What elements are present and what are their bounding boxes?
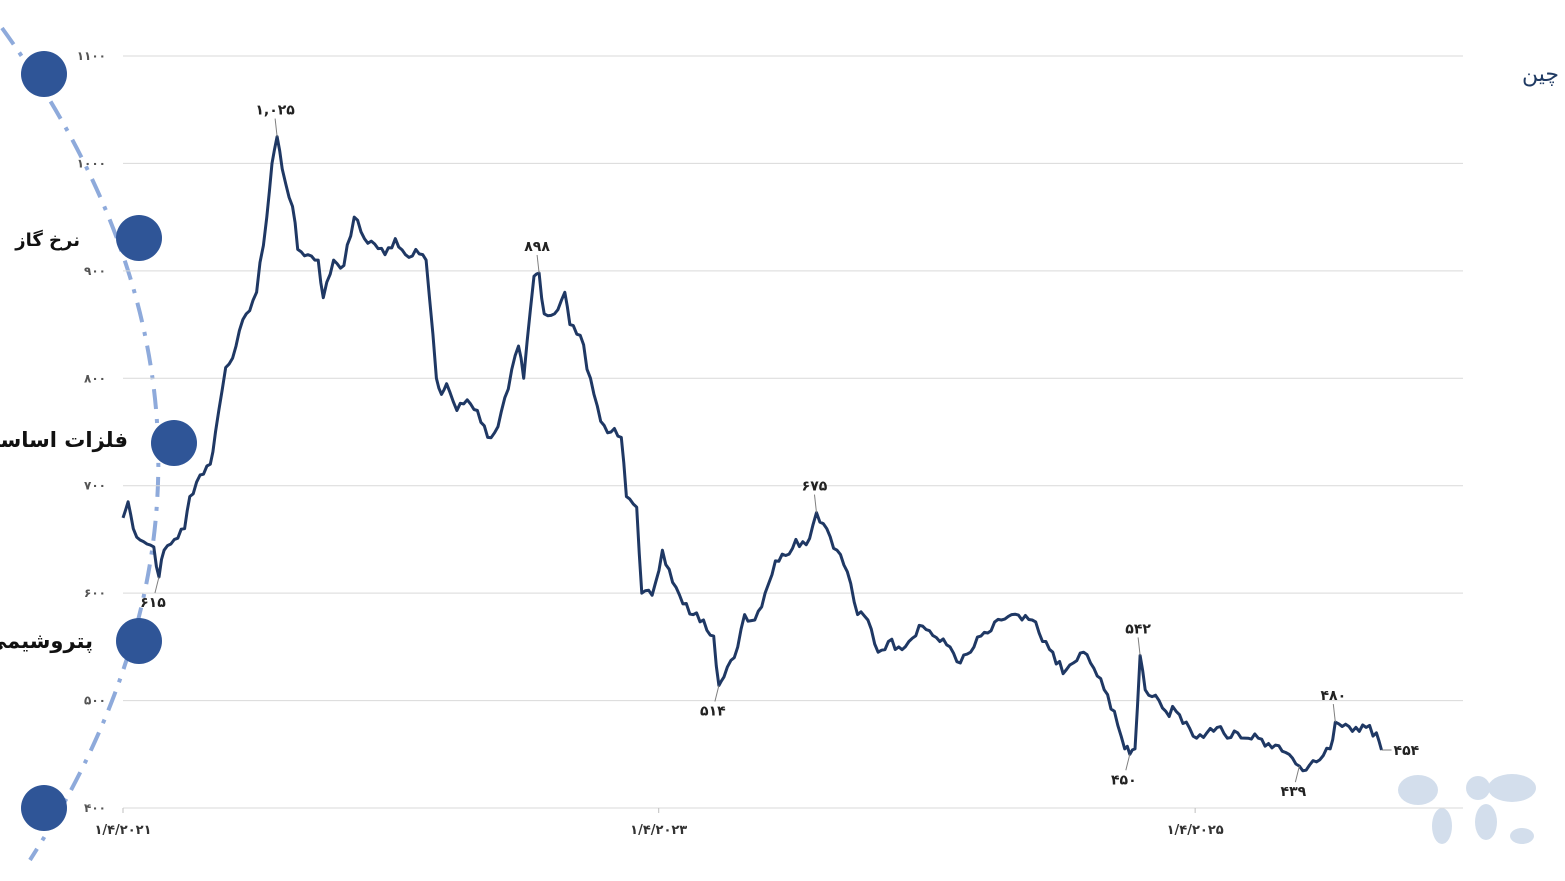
data-label-leader — [1137, 637, 1141, 656]
nav-item-metals[interactable]: فلزات اساسی — [0, 420, 197, 466]
y-tick-label: ۵۰۰ — [84, 694, 106, 708]
x-tick-label: ۱/۴/۲۰۲۳ — [630, 823, 687, 838]
nav-label-petrochem[interactable]: پتروشیمی — [0, 629, 93, 653]
data-label-leader — [536, 254, 540, 274]
nav-dot-petrochem[interactable] — [116, 618, 162, 664]
data-label: ۶۱۵ — [140, 595, 166, 611]
y-tick-label: ۱۰۰۰ — [77, 156, 106, 170]
y-tick-label: ۷۰۰ — [84, 479, 106, 493]
x-tick-label: ۱/۴/۲۰۲۱ — [94, 823, 151, 838]
series-layer — [121, 135, 1383, 773]
grid-layer — [123, 55, 1463, 809]
data-label-leader — [1332, 704, 1336, 723]
chart-title: ورق گرم فولاد – FOB چین — [1522, 61, 1565, 87]
data-label-leader — [813, 494, 817, 513]
nav-label-gas[interactable]: نرخ گاز — [14, 229, 80, 251]
data-label: ۸۹۸ — [524, 239, 550, 255]
x-axis: ۱/۴/۲۰۲۱ ۱/۴/۲۰۲۳ ۱/۴/۲۰۲۵ — [94, 808, 1224, 838]
annotations-layer: ۱,۰۲۵ ۸۹۸ ۶۱۵ ۵۱۴ ۶۷۵ ۵۴۲ ۴۵۰ ۴۳۹ ۴۸۰ ۴۵۴ — [140, 103, 1419, 801]
data-label-leader — [714, 685, 720, 702]
nav-label-metals[interactable]: فلزات اساسی — [0, 428, 128, 452]
nav-arc-group: نرخ گاز فلزات اساسی پتروشیمی — [0, 26, 197, 862]
x-tick-label: ۱/۴/۲۰۲۵ — [1167, 823, 1224, 838]
nav-dot-gas[interactable] — [116, 215, 162, 261]
nav-item-gas[interactable]: نرخ گاز — [14, 215, 162, 261]
y-tick-label: ۴۰۰ — [84, 801, 106, 815]
data-label: ۵۱۴ — [700, 704, 726, 720]
data-label-leader — [154, 576, 160, 594]
data-label-leader — [274, 118, 278, 137]
y-axis: ۴۰۰ ۵۰۰ ۶۰۰ ۷۰۰ ۸۰۰ ۹۰۰ ۱۰۰۰ ۱۱۰۰ — [77, 49, 106, 815]
data-label: ۵۴۲ — [1125, 621, 1151, 637]
data-label: ۴۵۴ — [1394, 743, 1420, 759]
nav-dot-metals[interactable] — [151, 420, 197, 466]
world-map-icon — [1398, 774, 1536, 844]
y-tick-label: ۹۰۰ — [84, 264, 106, 278]
series-line — [121, 135, 1383, 773]
data-label: ۶۷۵ — [802, 479, 828, 495]
data-label: ۴۸۰ — [1320, 688, 1346, 704]
data-label: ۴۳۹ — [1281, 784, 1307, 800]
data-label: ۱,۰۲۵ — [255, 103, 295, 119]
y-tick-label: ۶۰۰ — [84, 586, 106, 600]
y-tick-label: ۸۰۰ — [84, 371, 106, 385]
data-label: ۴۵۰ — [1111, 772, 1137, 788]
nav-dot-bottom[interactable] — [21, 785, 67, 831]
data-label-leader — [1294, 765, 1300, 783]
y-tick-label: ۱۱۰۰ — [77, 49, 106, 63]
data-label-leader — [1125, 754, 1131, 771]
nav-item-petrochem[interactable]: پتروشیمی — [0, 618, 162, 664]
nav-dot-top[interactable] — [21, 51, 67, 97]
